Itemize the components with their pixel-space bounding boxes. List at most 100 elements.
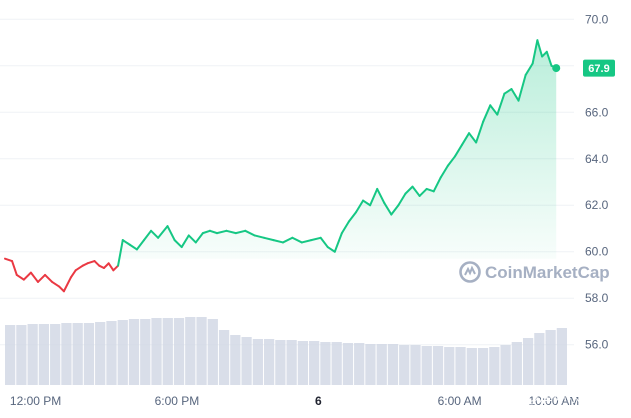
- price-segment: [51, 280, 61, 288]
- price-segment: [354, 199, 365, 214]
- price-segment: [460, 132, 471, 146]
- price-segment: [173, 239, 183, 249]
- volume-bar: [72, 323, 83, 385]
- price-segment: [496, 92, 506, 116]
- volume-bar: [83, 323, 95, 385]
- price-segment: [29, 271, 39, 283]
- volume-bar: [27, 324, 38, 385]
- volume-bar: [331, 342, 342, 385]
- y-tick-label: 62.0: [585, 198, 609, 212]
- volume-bar: [342, 343, 354, 385]
- price-segment: [536, 39, 544, 58]
- volume-bar: [421, 346, 432, 385]
- volume-bar: [365, 344, 376, 385]
- volume-bar: [511, 342, 522, 385]
- price-segment: [253, 234, 266, 239]
- price-segment: [503, 88, 513, 95]
- price-segment: [11, 260, 18, 276]
- x-axis: 12:00 PM 6:00 PM 6 6:00 AM 10:00 AM: [10, 394, 579, 408]
- price-segment: [404, 185, 414, 195]
- price-segment: [489, 104, 499, 116]
- volume-bar: [354, 343, 365, 385]
- x-tick-label: 6:00 PM: [155, 394, 200, 408]
- volume-bar: [522, 338, 534, 385]
- volume-bar: [207, 319, 218, 385]
- price-segment: [310, 236, 322, 242]
- price-segment: [150, 229, 160, 239]
- price-segment: [112, 264, 120, 272]
- price-segment: [524, 62, 534, 77]
- price-segment: [180, 234, 190, 249]
- price-area-fill: [5, 40, 557, 259]
- price-segment: [93, 260, 101, 267]
- price-segment: [446, 155, 456, 167]
- price-segment: [121, 239, 131, 246]
- watermark-text: CoinMarketCap: [485, 263, 610, 282]
- volume-bar: [275, 340, 286, 385]
- volume-bar: [106, 321, 117, 385]
- price-segment: [128, 243, 138, 251]
- price-segment: [201, 229, 211, 235]
- price-segment: [117, 239, 124, 267]
- price-segment: [482, 104, 492, 123]
- price-segment: [347, 211, 357, 223]
- volume-bar: [387, 344, 399, 385]
- overlay-caption: 知乎 @泽畔东篱: [492, 389, 594, 406]
- price-segment: [517, 74, 527, 102]
- price-segment: [208, 229, 219, 235]
- volume-bar: [500, 345, 511, 385]
- volume-bar: [117, 320, 128, 385]
- price-segment: [383, 201, 393, 216]
- volume-bar: [432, 346, 444, 385]
- volume-bar: [16, 325, 27, 385]
- price-segment: [418, 187, 428, 197]
- y-tick-label: 60.0: [585, 245, 609, 259]
- price-segment: [187, 234, 197, 244]
- price-segment: [272, 239, 284, 244]
- volume-bar: [466, 348, 477, 385]
- price-segment: [135, 239, 145, 251]
- price-segment: [4, 257, 14, 263]
- volume-bar: [297, 341, 309, 385]
- price-segment: [319, 236, 329, 249]
- price-segment: [234, 229, 247, 235]
- volume-bar: [455, 347, 466, 385]
- volume-bar: [61, 323, 72, 385]
- price-segment: [333, 232, 343, 253]
- volume-bar: [545, 330, 556, 385]
- volume-bar: [534, 333, 545, 385]
- price-segment: [225, 229, 237, 235]
- volume-bar: [477, 348, 489, 385]
- price-segment: [411, 185, 421, 197]
- volume-bar: [230, 335, 241, 385]
- volume-bar: [162, 318, 173, 385]
- price-segment: [142, 229, 153, 242]
- price-segment: [22, 271, 32, 281]
- y-tick-label: 58.0: [585, 291, 609, 305]
- x-tick-label: 6: [315, 394, 322, 408]
- price-segment: [326, 246, 336, 253]
- price-segment: [36, 273, 47, 283]
- volume-bar: [218, 330, 230, 385]
- volume-bar: [38, 324, 50, 385]
- price-segment: [439, 164, 449, 179]
- volume-bar: [489, 347, 500, 385]
- price-segment: [263, 236, 275, 242]
- volume-bar: [95, 322, 106, 385]
- price-segment: [86, 260, 96, 265]
- x-tick-label: 6:00 AM: [438, 394, 482, 408]
- volume-bar: [241, 337, 252, 385]
- coinmarketcap-logo-icon: [459, 261, 481, 283]
- volume-bars: [5, 317, 567, 385]
- price-segment: [453, 143, 463, 158]
- price-segment: [44, 273, 54, 283]
- volume-bar: [399, 345, 410, 385]
- volume-bar: [128, 319, 140, 385]
- volume-bar: [252, 339, 263, 385]
- volume-bar: [320, 342, 331, 385]
- price-segment: [362, 199, 372, 207]
- volume-bar: [151, 318, 162, 385]
- price-segment: [157, 225, 169, 239]
- price-segment: [300, 239, 313, 244]
